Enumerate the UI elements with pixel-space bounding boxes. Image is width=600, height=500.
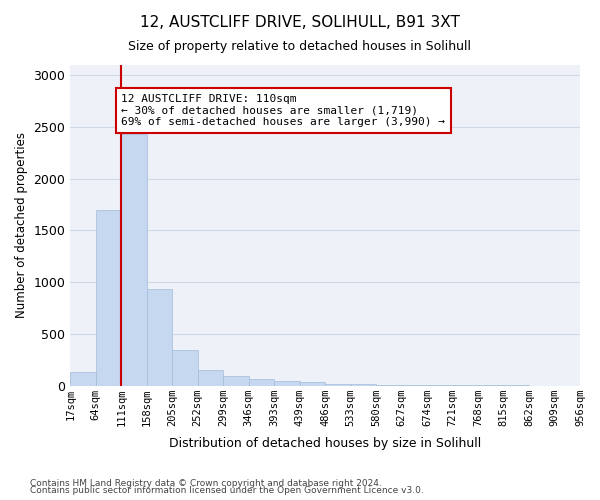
- Bar: [147, 290, 172, 386]
- Text: Contains HM Land Registry data © Crown copyright and database right 2024.: Contains HM Land Registry data © Crown c…: [30, 478, 382, 488]
- Y-axis label: Number of detached properties: Number of detached properties: [15, 132, 28, 318]
- Bar: [172, 350, 198, 386]
- Bar: [121, 134, 147, 386]
- Text: 12, AUSTCLIFF DRIVE, SOLIHULL, B91 3XT: 12, AUSTCLIFF DRIVE, SOLIHULL, B91 3XT: [140, 15, 460, 30]
- Bar: [70, 372, 96, 386]
- Text: Size of property relative to detached houses in Solihull: Size of property relative to detached ho…: [128, 40, 472, 53]
- Bar: [96, 210, 121, 386]
- Bar: [198, 370, 223, 386]
- Bar: [401, 385, 427, 386]
- Bar: [274, 382, 299, 386]
- X-axis label: Distribution of detached houses by size in Solihull: Distribution of detached houses by size …: [169, 437, 481, 450]
- Text: 12 AUSTCLIFF DRIVE: 110sqm
← 30% of detached houses are smaller (1,719)
69% of s: 12 AUSTCLIFF DRIVE: 110sqm ← 30% of deta…: [121, 94, 445, 127]
- Bar: [223, 376, 248, 386]
- Bar: [325, 384, 350, 386]
- Bar: [376, 384, 401, 386]
- Bar: [350, 384, 376, 386]
- Bar: [427, 385, 452, 386]
- Text: Contains public sector information licensed under the Open Government Licence v3: Contains public sector information licen…: [30, 486, 424, 495]
- Bar: [248, 379, 274, 386]
- Bar: [299, 382, 325, 386]
